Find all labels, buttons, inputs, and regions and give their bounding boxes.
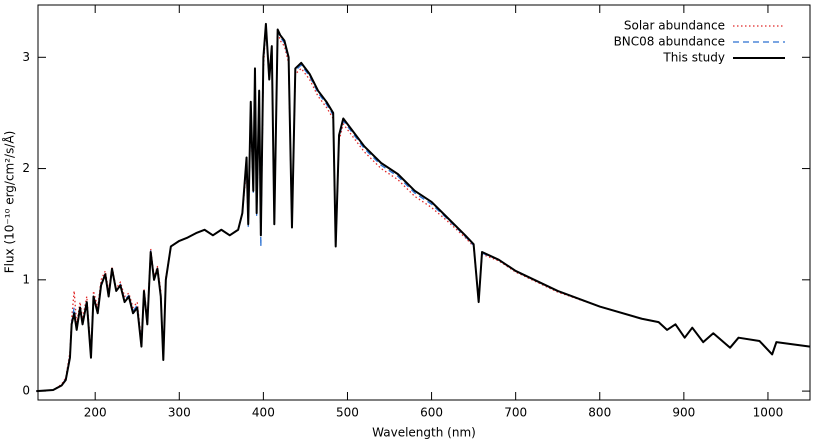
x-tick-label: 200 <box>84 406 107 420</box>
x-tick-label: 600 <box>420 406 443 420</box>
y-tick-label: 1 <box>22 272 30 286</box>
x-tick-label: 900 <box>672 406 695 420</box>
x-tick-label: 1000 <box>753 406 784 420</box>
series-line <box>36 23 811 392</box>
series-line <box>36 22 811 393</box>
y-tick-label: 2 <box>22 161 30 175</box>
y-tick-label: 0 <box>22 384 30 398</box>
series-line <box>36 25 811 392</box>
x-tick-label: 300 <box>168 406 191 420</box>
x-tick-label: 700 <box>504 406 527 420</box>
y-axis-label: Flux (10⁻¹⁰ erg/cm²/s/Å) <box>2 131 17 274</box>
x-tick-label: 800 <box>588 406 611 420</box>
plot-frame <box>37 4 811 401</box>
legend-label: Solar abundance <box>624 19 725 33</box>
x-axis-label: Wavelength (nm) <box>372 426 476 440</box>
legend-label: BNC08 abundance <box>614 35 725 49</box>
x-tick-label: 500 <box>336 406 359 420</box>
y-tick-label: 3 <box>22 50 30 64</box>
x-tick-label: 400 <box>252 406 275 420</box>
legend-label: This study <box>662 51 725 65</box>
